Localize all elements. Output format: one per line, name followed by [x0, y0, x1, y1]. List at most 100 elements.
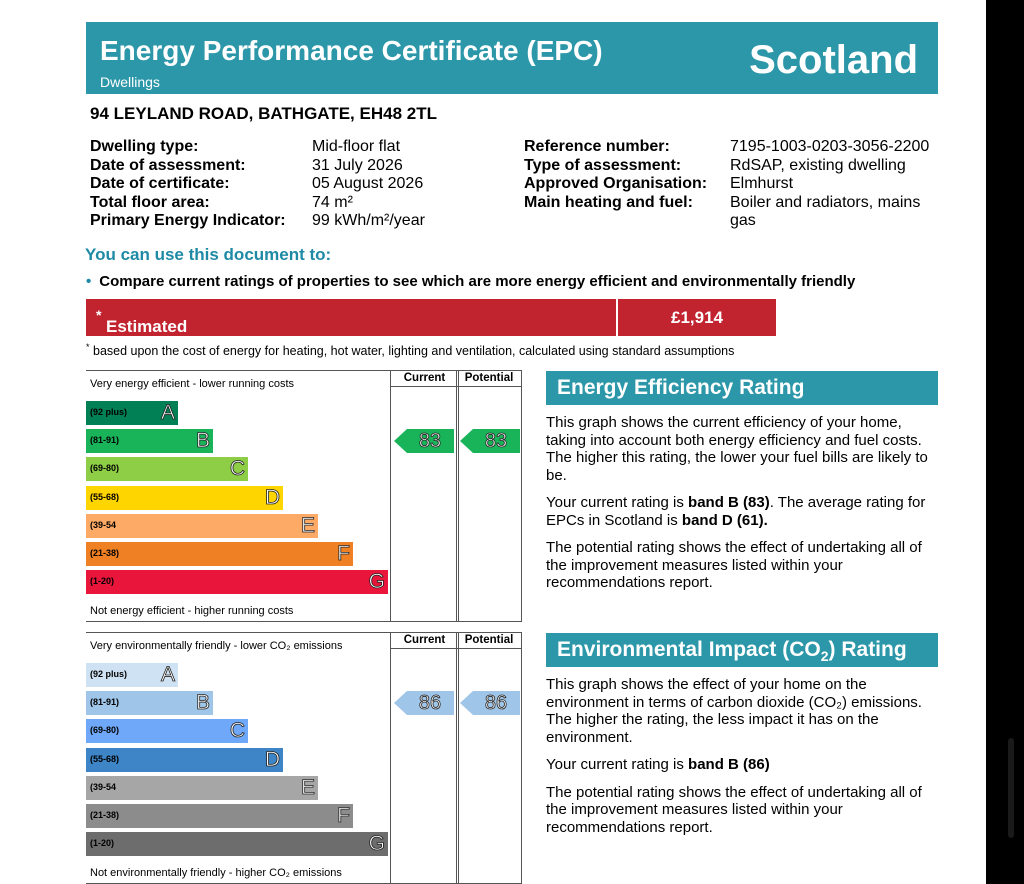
current-column	[390, 370, 459, 622]
detail-row: Primary Energy Indicator: 99 kWh/m²/year	[90, 212, 510, 231]
country-label: Scotland	[749, 38, 918, 82]
band-letter: C	[229, 719, 245, 743]
asterisk: *	[96, 308, 102, 324]
bullet-icon: •	[86, 273, 92, 290]
band-letter: A	[160, 401, 176, 425]
current-column-header: Current	[403, 372, 446, 384]
band-letter: F	[337, 804, 351, 828]
band-range: (69-80)	[90, 463, 120, 474]
current-rating-value: 86	[418, 692, 442, 715]
rating-band-g: (1-20) G	[86, 832, 388, 857]
band-range: (55-68)	[90, 753, 120, 764]
screen-edge-handle	[1008, 738, 1014, 838]
rating-band-b: (81-91) B	[86, 691, 213, 716]
energy-efficiency-chart: Current Potential Very energy efficient …	[86, 370, 522, 622]
current-band-text: band B (86)	[688, 756, 770, 773]
potential-rating-arrow: 83	[460, 429, 520, 454]
detail-row: Dwelling type: Mid-floor flat	[90, 138, 510, 157]
epc-page: Energy Performance Certificate (EPC) Dwe…	[0, 0, 986, 884]
environmental-impact-chart: Current Potential Very environmentally f…	[86, 632, 522, 884]
current-rating-arrow: 86	[394, 691, 454, 716]
rating-band-c: (69-80) C	[86, 719, 248, 744]
detail-value: 05 August 2026	[312, 175, 424, 192]
use-heading: You can use this document to:	[85, 245, 332, 264]
footnote-asterisk: *	[86, 342, 90, 352]
environmental-impact-panel: Environmental Impact (CO2) Rating This g…	[546, 633, 938, 836]
cost-footnote: * based upon the cost of energy for heat…	[86, 342, 734, 358]
rating-band-b: (81-91) B	[86, 429, 213, 454]
detail-value: 7195-1003-0203-3056-2200	[730, 138, 930, 155]
detail-label: Date of certificate:	[90, 175, 230, 192]
rating-band-d: (55-68) D	[86, 485, 283, 510]
detail-row: Date of certificate: 05 August 2026	[90, 175, 510, 194]
energy-efficiency-panel: Energy Efficiency Rating This graph show…	[546, 371, 938, 592]
detail-label: Primary Energy Indicator:	[90, 212, 286, 229]
energy-cost-value: £1,914	[618, 299, 776, 336]
header-rule	[390, 648, 522, 649]
title-part: ) Rating	[828, 638, 907, 661]
detail-row: Main heating and fuel: Boiler and radiat…	[524, 194, 944, 231]
detail-label: Main heating and fuel:	[524, 193, 693, 211]
energy-panel-text-2: Your current rating is band B (83). The …	[546, 494, 938, 529]
band-range: (92 plus)	[90, 669, 128, 679]
current-band-text: band B (83)	[688, 494, 770, 511]
potential-column-header: Potential	[464, 634, 514, 646]
band-letter: G	[368, 570, 385, 594]
detail-value: 74 m²	[312, 193, 353, 211]
band-range: (1-20)	[90, 576, 115, 587]
detail-row: Type of assessment: RdSAP, existing dwel…	[524, 157, 944, 176]
potential-rating-value: 86	[484, 692, 508, 715]
potential-rating-arrow: 86	[460, 691, 520, 716]
rating-band-e: (39-54 E	[86, 513, 318, 538]
rating-band-c: (69-80) C	[86, 457, 248, 482]
detail-value: 99 kWh/m²/year	[312, 212, 425, 229]
band-letter: D	[264, 747, 280, 771]
text-span: Your current rating is	[546, 756, 689, 773]
footnote-text: based upon the cost of energy for heatin…	[93, 344, 735, 359]
text-span: Your current rating is	[546, 494, 689, 511]
env-panel-text-3: The potential rating shows the effect of…	[546, 783, 922, 836]
chart-bottom-caption: Not energy efficient - higher running co…	[90, 605, 294, 617]
energy-cost-label-bar: Estimated energy costs for your home for…	[86, 299, 616, 436]
band-range: (55-68)	[90, 491, 120, 502]
current-column-header: Current	[403, 634, 446, 646]
band-range: (21-38)	[90, 810, 120, 820]
chart-top-caption: Very environmentally friendly - lower CO…	[90, 640, 343, 652]
band-range: (39-54	[90, 519, 117, 530]
current-rating-value: 83	[418, 430, 442, 453]
detail-row: Approved Organisation: Elmhurst	[524, 175, 944, 194]
band-range: (21-38)	[90, 548, 120, 558]
band-letter: E	[300, 775, 316, 799]
detail-row: Date of assessment: 31 July 2026	[90, 157, 510, 176]
chart-frame	[86, 370, 522, 622]
env-panel-text-1: This graph shows the effect of your home…	[546, 676, 922, 746]
band-range: (69-80)	[90, 725, 120, 736]
rating-band-a: (92 plus) A	[86, 401, 178, 425]
band-range: (81-91)	[90, 435, 120, 446]
rating-band-f: (21-38) F	[86, 804, 353, 828]
current-column	[390, 632, 459, 884]
band-letter: B	[195, 429, 211, 453]
rating-band-d: (55-68) D	[86, 747, 283, 772]
band-range: (81-91)	[90, 697, 120, 708]
title-subscript: 2	[820, 648, 829, 665]
energy-panel-text-1: This graph shows the current efficiency …	[546, 414, 928, 484]
detail-label: Approved Organisation:	[524, 175, 708, 192]
page-title: Energy Performance Certificate (EPC)	[100, 35, 603, 66]
detail-value: Boiler and radiators, mains gas	[730, 193, 921, 230]
property-address: 94 LEYLAND ROAD, BATHGATE, EH48 2TL	[90, 104, 437, 123]
potential-column-header: Potential	[464, 372, 514, 384]
header-rule	[390, 386, 522, 387]
band-letter: G	[368, 832, 385, 856]
detail-label: Dwelling type:	[90, 138, 199, 155]
energy-panel-title: Energy Efficiency Rating	[546, 371, 938, 405]
chart-top-caption: Very energy efficient - lower running co…	[90, 378, 295, 390]
detail-label: Date of assessment:	[90, 156, 246, 174]
potential-rating-value: 83	[484, 430, 508, 453]
band-letter: E	[300, 513, 316, 537]
band-range: (39-54	[90, 781, 117, 792]
detail-value: RdSAP, existing dwelling	[730, 156, 906, 174]
average-band-text: band D (61).	[681, 511, 768, 529]
rating-band-a: (92 plus) A	[86, 663, 178, 687]
band-letter: B	[195, 691, 211, 715]
